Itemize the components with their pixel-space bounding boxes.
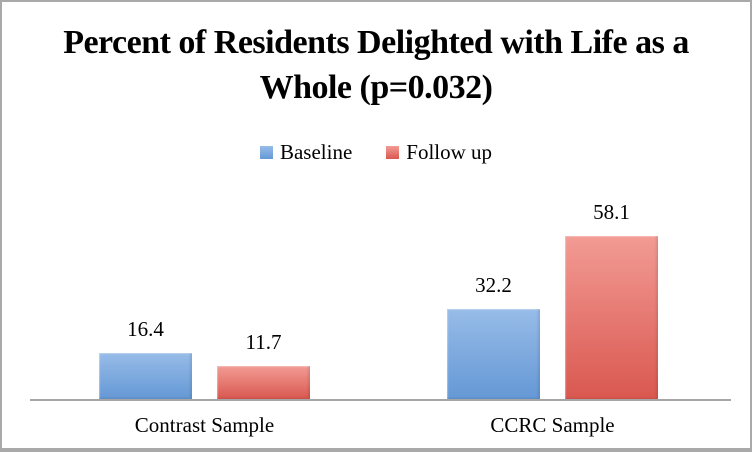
legend-item-follow-up: Follow up bbox=[386, 140, 492, 165]
bar-value-label-follow-up-contrast-sample: 11.7 bbox=[245, 330, 282, 354]
bar-value-label-follow-up-ccrc-sample: 58.1 bbox=[593, 200, 630, 224]
bar-baseline-contrast-sample bbox=[99, 353, 192, 399]
chart-title: Percent of Residents Delighted with Life… bbox=[63, 24, 689, 106]
bar-value-label-baseline-contrast-sample: 16.4 bbox=[127, 317, 164, 341]
category-label-ccrc-sample: CCRC Sample bbox=[490, 413, 615, 437]
bar-baseline-ccrc-sample bbox=[447, 309, 540, 399]
bar-follow-up-ccrc-sample bbox=[565, 236, 658, 399]
x-axis-line bbox=[30, 399, 731, 401]
category-label-contrast-sample: Contrast Sample bbox=[134, 413, 275, 437]
bar-value-label-baseline-ccrc-sample: 32.2 bbox=[475, 273, 512, 297]
legend-label-follow-up: Follow up bbox=[406, 140, 493, 164]
legend: Baseline Follow up bbox=[2, 140, 750, 165]
legend-swatch-follow-up-icon bbox=[386, 146, 400, 159]
bar-follow-up-contrast-sample bbox=[217, 366, 310, 399]
legend-label-baseline: Baseline bbox=[279, 140, 353, 164]
legend-item-baseline: Baseline bbox=[259, 140, 353, 165]
legend-swatch-baseline-icon bbox=[259, 146, 273, 159]
